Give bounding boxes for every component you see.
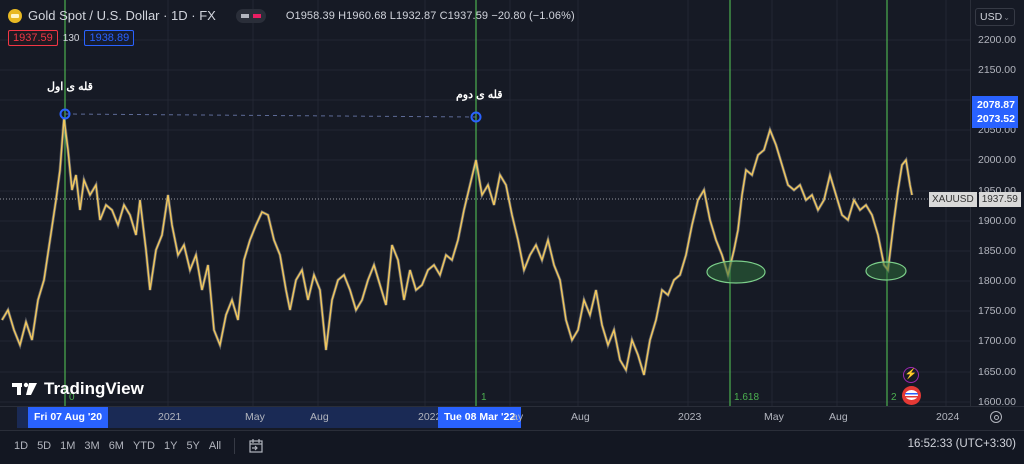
end-date-flag: Tue 08 Mar '22 <box>438 407 522 428</box>
symbol-title[interactable]: Gold Spot / U.S. Dollar · 1D · FX <box>28 8 216 23</box>
range-1y[interactable]: 1Y <box>163 440 178 452</box>
chevron-down-icon: ⌄ <box>1003 12 1010 22</box>
range-1m[interactable]: 1M <box>60 440 76 452</box>
time-tick: 2024 <box>936 411 960 423</box>
equals-icon <box>252 13 261 18</box>
minus-icon <box>240 13 249 18</box>
range-selector: 1D 5D 1M 3M 6M YTD 1Y 5Y All <box>14 438 264 454</box>
peak2-anchor <box>470 111 482 123</box>
settings-gear-icon[interactable] <box>990 411 1002 423</box>
time-tick: Aug <box>829 411 848 423</box>
time-tick: 2021 <box>158 411 182 423</box>
peak2-price: 2078.87 <box>977 99 1015 111</box>
low-value: L1932.87 <box>389 9 437 22</box>
us-flag-event-icon[interactable] <box>902 386 921 405</box>
high-value: H1960.68 <box>338 9 387 22</box>
peak1-label[interactable]: قله ی اول <box>47 81 93 93</box>
price-tick: 1700.00 <box>978 335 1016 347</box>
watermark-text: TradingView <box>44 379 144 398</box>
chart-pane[interactable] <box>0 0 970 406</box>
fib-label-2: 2 <box>891 392 897 403</box>
sell-button[interactable]: 1937.59 <box>8 30 58 46</box>
price-tick: 1600.00 <box>978 396 1016 408</box>
range-6m[interactable]: 6M <box>108 440 124 452</box>
range-3m[interactable]: 3M <box>84 440 100 452</box>
fib-time-zones <box>64 0 888 406</box>
range-5d[interactable]: 5D <box>37 440 52 452</box>
range-5y[interactable]: 5Y <box>186 440 200 452</box>
range-all[interactable]: All <box>208 440 222 452</box>
price-tick: 2150.00 <box>978 64 1016 76</box>
time-tick: Aug <box>310 411 329 423</box>
range-ytd[interactable]: YTD <box>132 440 155 452</box>
clock-timezone[interactable]: 16:52:33 (UTC+3:30) <box>907 438 1016 450</box>
price-chart[interactable] <box>0 0 970 406</box>
time-tick: May <box>764 411 784 423</box>
price-tick: 1800.00 <box>978 275 1016 287</box>
gold-coin-icon <box>8 8 22 23</box>
price-series <box>0 117 914 376</box>
time-tick: Aug <box>571 411 590 423</box>
fib-label-1618: 1.618 <box>734 392 760 403</box>
last-price-tag: XAUUSD 1937.59 <box>929 192 1021 207</box>
time-tick: 2023 <box>678 411 702 423</box>
time-tick-partial: ay <box>512 411 524 423</box>
last-price: 1937.59 <box>978 192 1021 207</box>
lightning-event-icon[interactable]: ⚡ <box>903 367 919 383</box>
close-value: C1937.59 <box>439 9 489 22</box>
price-tick: 1650.00 <box>978 366 1016 378</box>
trade-buttons: 1937.59 130 1938.89 <box>8 30 135 46</box>
spread-value: 130 <box>62 32 80 44</box>
price-tick: 1750.00 <box>978 305 1016 317</box>
price-tick: 1850.00 <box>978 245 1016 257</box>
bottom-ellipse-2 <box>865 261 907 281</box>
symbol-tag: XAUUSD <box>929 192 977 207</box>
peak1-anchor <box>59 108 71 120</box>
time-tick: 2022 <box>418 411 442 423</box>
change-value: −20.80 (−1.06%) <box>491 9 575 22</box>
peak-price-labels: 2078.87 2073.52 <box>972 96 1018 128</box>
start-date-flag: Fri 07 Aug '20 <box>28 407 109 428</box>
open-value: O1958.39 <box>285 9 335 22</box>
peak2-label[interactable]: قله ی دوم <box>456 89 503 101</box>
fib-label-0: 0 <box>69 392 75 403</box>
price-tick: 2000.00 <box>978 154 1016 166</box>
go-to-date-calendar-icon[interactable] <box>248 438 264 454</box>
date-range-highlight <box>17 407 511 428</box>
tradingview-watermark: TradingView <box>12 379 144 399</box>
chart-legend: Gold Spot / U.S. Dollar · 1D · FX O1958.… <box>8 8 575 23</box>
time-tick: May <box>245 411 265 423</box>
currency-label: USD <box>980 11 1003 23</box>
tradingview-logo-icon <box>12 382 37 395</box>
ohlc-values: O1958.39 H1960.68 L1932.87 C1937.59 −20.… <box>286 10 575 22</box>
currency-select[interactable]: USD ⌄ <box>975 8 1015 26</box>
price-tick: 2200.00 <box>978 34 1016 46</box>
bottom-toolbar <box>0 430 1024 464</box>
price-tick: 1900.00 <box>978 215 1016 227</box>
bottom-ellipse-1 <box>706 260 766 284</box>
peak1-price: 2073.52 <box>977 113 1015 125</box>
fib-label-1: 1 <box>481 392 487 403</box>
range-1d[interactable]: 1D <box>14 440 29 452</box>
buy-button[interactable]: 1938.89 <box>84 30 135 46</box>
divider <box>234 438 236 454</box>
grid <box>0 0 970 406</box>
indicator-toggle[interactable] <box>235 8 266 23</box>
peak-connector-line <box>64 113 477 118</box>
